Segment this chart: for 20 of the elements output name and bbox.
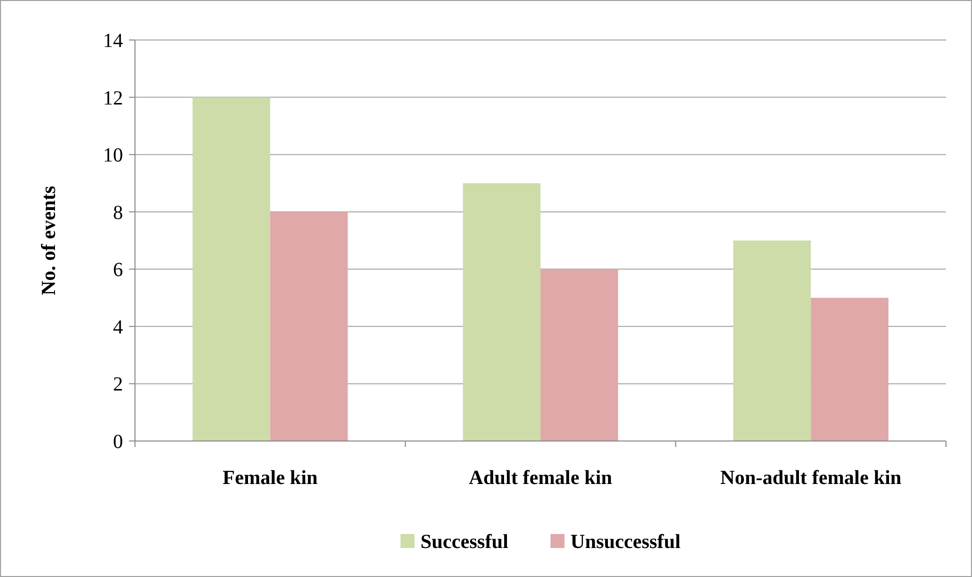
- bar: [462, 183, 540, 441]
- bar: [810, 298, 888, 441]
- y-tick-label: 14: [103, 30, 123, 52]
- y-tick-label: 10: [103, 144, 123, 167]
- legend-label: Successful: [420, 531, 509, 553]
- x-tick-label: Female kin: [222, 467, 318, 489]
- x-tick-label: Adult female kin: [468, 467, 612, 489]
- y-axis-title: No. of events: [38, 186, 60, 296]
- bar: [540, 269, 618, 441]
- y-tick-label: 2: [113, 374, 123, 396]
- bar: [733, 240, 811, 441]
- bar: [192, 97, 270, 441]
- y-tick-label: 4: [113, 316, 123, 338]
- x-tick-label: Non-adult female kin: [720, 467, 902, 489]
- y-tick-label: 12: [103, 87, 123, 110]
- y-tick-label: 0: [113, 431, 123, 453]
- y-tick-label: 8: [113, 202, 123, 224]
- y-tick-label: 6: [113, 259, 123, 282]
- bar: [270, 212, 348, 441]
- legend-label: Unsuccessful: [570, 531, 681, 553]
